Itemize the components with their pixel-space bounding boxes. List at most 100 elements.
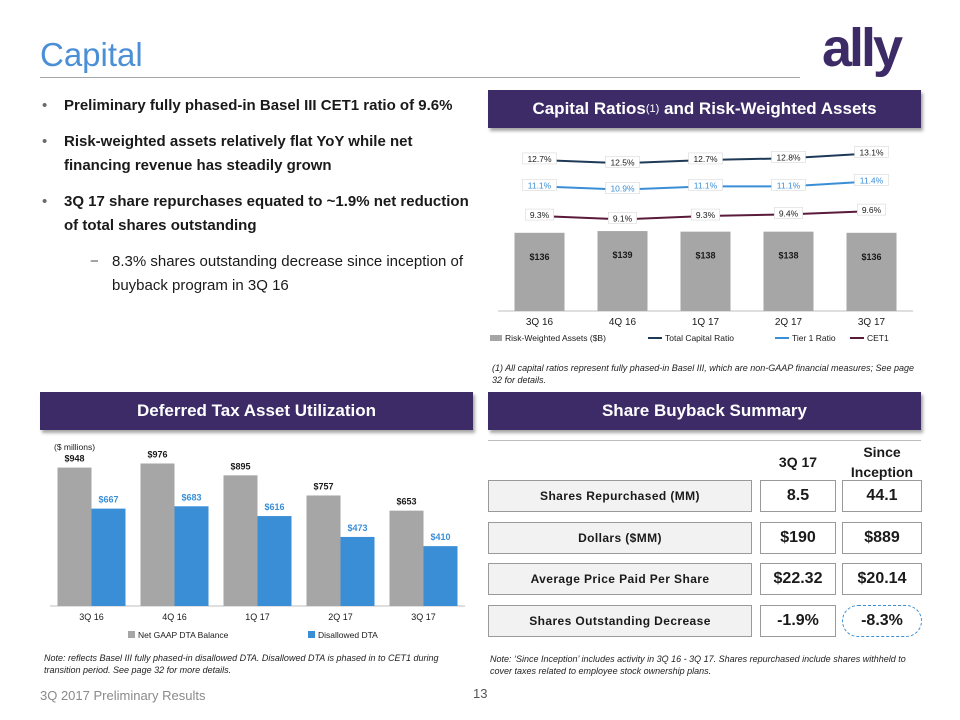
row-label-avg-price: Average Price Paid Per Share bbox=[488, 563, 752, 595]
ratio-data-label: 11.1% bbox=[694, 180, 718, 190]
ratio-data-label: 12.5% bbox=[610, 157, 635, 167]
ratio-data-label: 13.1% bbox=[859, 147, 884, 157]
buyback-note: Note: ‘Since Inception’ includes activit… bbox=[490, 654, 906, 676]
col-header-since-inception: Since Inception bbox=[850, 444, 914, 480]
rwa-bar-label: $138 bbox=[778, 251, 798, 261]
gaap-dta-bar bbox=[306, 495, 341, 606]
sub-bullet-text: 8.3% shares outstanding decrease since i… bbox=[112, 253, 464, 294]
rwa-bar-label: $139 bbox=[612, 250, 632, 260]
rwa-bar bbox=[597, 231, 648, 311]
bullet-repurchase: 3Q 17 share repurchases equated to ~1.9%… bbox=[40, 190, 480, 238]
gaap-dta-bar bbox=[223, 475, 258, 606]
dta-note: Note: reflects Basel III fully phased-in… bbox=[44, 653, 439, 675]
rwa-bar bbox=[680, 231, 731, 311]
rwa-bar bbox=[763, 231, 814, 311]
ratio-data-label: 11.1% bbox=[528, 180, 552, 190]
capital-ratios-footnote-ref: (1) bbox=[645, 103, 660, 115]
row-label-dollars: Dollars ($MM) bbox=[488, 522, 752, 554]
x-tick-label: 3Q 17 bbox=[411, 612, 436, 622]
disallowed-dta-bar bbox=[257, 516, 292, 606]
legend-swatch bbox=[128, 631, 135, 638]
ratio-data-label: 9.3% bbox=[696, 210, 716, 220]
logo-text: ally bbox=[822, 22, 903, 78]
ratio-label-box bbox=[688, 152, 723, 165]
row-label-shares-outstanding: Shares Outstanding Decrease bbox=[488, 605, 752, 637]
capital-ratios-chart: $136 3Q 16 $139 4Q 16 $138 1Q 17 $138 2Q 17 $136… bbox=[490, 146, 913, 343]
ratio-label-box bbox=[688, 179, 723, 191]
key-points: Preliminary fully phased-in Basel III CE… bbox=[40, 94, 480, 298]
ratio-label-box bbox=[771, 151, 806, 163]
rwa-bar-label: $136 bbox=[529, 252, 549, 262]
x-tick-label: 4Q 16 bbox=[609, 317, 637, 328]
buyback-header: Share Buyback Summary bbox=[488, 392, 921, 430]
val-3q17-outstanding: -1.9% bbox=[760, 605, 836, 637]
val-since-shares: 44.1 bbox=[842, 480, 922, 512]
legend-label: Net GAAP DTA Balance bbox=[138, 630, 229, 640]
gaap-dta-bar bbox=[140, 463, 175, 606]
gaap-dta-label: $895 bbox=[230, 461, 250, 471]
x-tick-label: 4Q 16 bbox=[162, 612, 187, 622]
disallowed-dta-label: $473 bbox=[347, 523, 367, 533]
x-tick-label: 2Q 17 bbox=[775, 317, 803, 328]
dta-title: Deferred Tax Asset Utilization bbox=[136, 401, 376, 420]
val-since-outstanding: -8.3% bbox=[842, 605, 922, 637]
sub-bullet-decrease: − 8.3% shares outstanding decrease since… bbox=[40, 250, 480, 298]
ratio-label-box bbox=[771, 179, 806, 191]
ratio-label-box bbox=[854, 146, 889, 158]
ratio-data-label: 10.9% bbox=[610, 184, 635, 194]
row-label-shares-repurchased: Shares Repurchased (MM) bbox=[488, 480, 752, 512]
ratio-label-box bbox=[522, 179, 557, 191]
capital-ratios-title-rest: and Risk-Weighted Assets bbox=[659, 99, 877, 118]
bullet-rwa: Risk-weighted assets relatively flat YoY… bbox=[40, 130, 480, 178]
ratio-data-label: 9.6% bbox=[862, 205, 882, 215]
val-3q17-dollars: $190 bbox=[760, 522, 836, 554]
ratio-data-label: 11.1% bbox=[777, 180, 801, 190]
rwa-bar-label: $136 bbox=[861, 252, 881, 262]
ratio-data-label: 9.3% bbox=[530, 210, 550, 220]
x-tick-label: 3Q 16 bbox=[526, 317, 554, 328]
legend-label: Risk-Weighted Assets ($B) bbox=[505, 333, 606, 343]
legend-label: Total Capital Ratio bbox=[665, 333, 734, 343]
disallowed-dta-bar bbox=[340, 536, 375, 606]
title-divider bbox=[40, 77, 800, 78]
rwa-bar bbox=[846, 232, 897, 311]
ratio-data-label: 9.4% bbox=[779, 208, 799, 218]
disallowed-dta-label: $683 bbox=[181, 492, 201, 502]
buyback-title: Share Buyback Summary bbox=[601, 401, 808, 420]
x-tick-label: 3Q 16 bbox=[79, 612, 104, 622]
col-header-3q17: 3Q 17 bbox=[778, 454, 818, 470]
gaap-dta-bar bbox=[57, 467, 92, 606]
ratio-label-box bbox=[522, 152, 557, 165]
legend-label: CET1 bbox=[867, 333, 889, 343]
ratio-label-box bbox=[854, 174, 889, 186]
ratio-label-box bbox=[857, 203, 886, 216]
buyback-rule bbox=[488, 440, 921, 441]
gaap-dta-bar bbox=[389, 510, 424, 606]
legend-swatch bbox=[490, 335, 502, 341]
gaap-dta-label: $757 bbox=[313, 481, 333, 491]
page-title: Capital bbox=[40, 36, 143, 73]
disallowed-dta-label: $667 bbox=[98, 495, 118, 505]
disallowed-dta-label: $410 bbox=[430, 532, 450, 542]
x-tick-label: 3Q 17 bbox=[858, 317, 886, 328]
ratio-data-label: 11.4% bbox=[860, 175, 884, 185]
ratio-label-box bbox=[774, 207, 803, 219]
disallowed-dta-bar bbox=[91, 508, 126, 606]
dta-header: Deferred Tax Asset Utilization bbox=[40, 392, 473, 430]
val-since-dollars: $889 bbox=[842, 522, 922, 554]
x-tick-label: 1Q 17 bbox=[245, 612, 270, 622]
disallowed-dta-label: $616 bbox=[264, 502, 284, 512]
footer-text: 3Q 2017 Preliminary Results bbox=[40, 688, 206, 703]
disallowed-dta-bar bbox=[174, 506, 209, 606]
x-tick-label: 2Q 17 bbox=[328, 612, 353, 622]
disallowed-dta-bar bbox=[423, 546, 458, 606]
ratio-data-label: 12.7% bbox=[527, 154, 552, 164]
ratio-data-label: 9.1% bbox=[613, 213, 633, 223]
ratio-label-box bbox=[525, 208, 554, 221]
rwa-bar-label: $138 bbox=[695, 251, 715, 261]
ratio-label-box bbox=[691, 208, 720, 221]
val-since-avg-price: $20.14 bbox=[842, 563, 922, 595]
legend-label: Tier 1 Ratio bbox=[792, 333, 836, 343]
ratio-label-box bbox=[605, 156, 640, 168]
val-3q17-avg-price: $22.32 bbox=[760, 563, 836, 595]
